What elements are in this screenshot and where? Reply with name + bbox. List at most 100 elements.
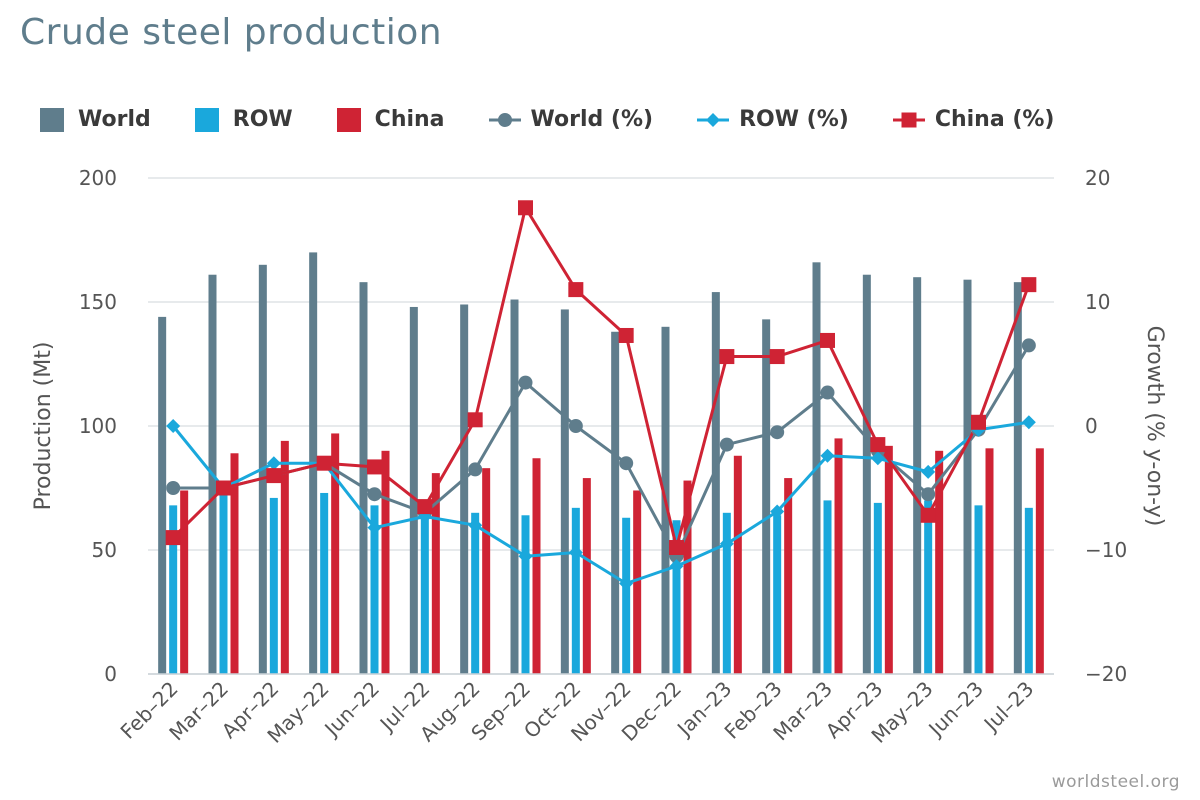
bar-china <box>280 440 289 674</box>
legend-item-row-pct[interactable]: ROW (%) <box>697 107 849 132</box>
bar-world <box>762 319 771 674</box>
bar-china <box>1035 448 1044 674</box>
bar-world <box>158 316 167 674</box>
point-world <box>367 487 382 502</box>
bar-row <box>269 497 278 674</box>
legend-swatch-row <box>194 107 219 132</box>
point-china <box>1021 277 1037 293</box>
bar-row <box>320 492 329 674</box>
y-tick-left: 0 <box>104 662 117 686</box>
chart-title: Crude steel production <box>20 12 443 53</box>
y-tick-right: −10 <box>1085 538 1127 562</box>
bar-china <box>532 458 541 674</box>
bar-china <box>582 478 591 674</box>
legend-swatch-china-pct <box>892 112 925 127</box>
legend-label-world: World <box>78 107 151 132</box>
point-china <box>568 282 584 298</box>
point-china <box>316 455 332 471</box>
bar-row <box>924 500 933 674</box>
bar-world <box>913 277 922 674</box>
bar-china <box>683 480 692 674</box>
bar-row <box>672 520 681 674</box>
point-china <box>266 468 282 484</box>
bar-world <box>611 331 620 674</box>
bar-world <box>862 274 871 674</box>
bar-china <box>633 490 642 674</box>
point-china <box>417 499 433 515</box>
point-china <box>467 412 483 428</box>
y-tick-right: −20 <box>1085 662 1127 686</box>
point-china <box>367 459 382 475</box>
bar-world <box>1013 282 1022 674</box>
bar-row <box>773 515 782 674</box>
bar-china <box>180 490 189 674</box>
legend-swatch-china <box>336 107 361 132</box>
point-row <box>568 545 583 560</box>
bar-world <box>460 304 469 674</box>
bar-world <box>963 279 972 674</box>
bar-row <box>420 505 429 674</box>
legend-item-china[interactable]: China <box>336 107 445 132</box>
bar-china <box>884 445 893 674</box>
legend-label-row-pct: ROW (%) <box>739 107 849 132</box>
bar-china <box>482 468 491 674</box>
point-china <box>870 437 886 453</box>
point-row <box>770 504 785 519</box>
bar-china <box>935 450 944 674</box>
point-china <box>518 200 533 216</box>
legend-marker <box>497 112 512 127</box>
point-world <box>468 462 483 477</box>
point-row <box>1021 415 1036 430</box>
point-china <box>669 540 684 556</box>
legend-item-china-pct[interactable]: China (%) <box>892 107 1054 132</box>
point-row <box>468 518 483 533</box>
bar-china <box>834 438 843 674</box>
bar-row <box>1024 507 1033 674</box>
point-china <box>769 349 785 365</box>
point-world <box>518 375 533 390</box>
point-china <box>165 530 181 546</box>
point-china <box>216 480 231 496</box>
point-world <box>166 481 181 495</box>
point-row <box>921 464 936 479</box>
bar-world <box>359 282 368 674</box>
legend-item-world[interactable]: World <box>40 107 151 132</box>
bar-china <box>230 453 239 674</box>
legend-item-world-pct[interactable]: World (%) <box>488 107 653 132</box>
point-row <box>367 520 382 535</box>
bar-china <box>784 478 793 674</box>
point-china <box>971 414 986 430</box>
bar-china <box>985 448 994 674</box>
source-credit[interactable]: worldsteel.org <box>1051 772 1180 792</box>
bar-world <box>510 299 519 674</box>
legend-swatch-world-pct <box>488 112 521 127</box>
y-tick-right: 20 <box>1085 166 1110 190</box>
point-world <box>619 456 634 471</box>
bar-row <box>169 505 178 674</box>
x-tick-label: Jun–22 <box>318 677 384 743</box>
y-tick-left: 100 <box>79 414 117 438</box>
legend-item-row[interactable]: ROW <box>194 107 293 132</box>
point-world <box>921 487 936 502</box>
point-row <box>719 536 734 551</box>
y-tick-left: 200 <box>79 166 117 190</box>
point-china <box>820 332 835 348</box>
line-china <box>172 206 1031 550</box>
bar-china <box>381 450 390 674</box>
bar-row <box>873 502 882 674</box>
bar-china <box>331 433 340 674</box>
legend-swatch-row-pct <box>697 112 730 127</box>
y-tick-right: 0 <box>1085 414 1098 438</box>
point-row <box>870 451 885 466</box>
legend-swatch-world <box>40 107 64 132</box>
legend-marker <box>706 112 721 127</box>
point-china <box>618 327 634 343</box>
point-row <box>266 456 281 471</box>
point-world <box>719 437 734 452</box>
legend-label-china: China <box>374 107 445 132</box>
point-world <box>568 419 583 433</box>
legend-label-row: ROW <box>232 107 293 132</box>
x-tick-label: Jul–23 <box>978 677 1039 738</box>
point-world <box>770 425 785 440</box>
